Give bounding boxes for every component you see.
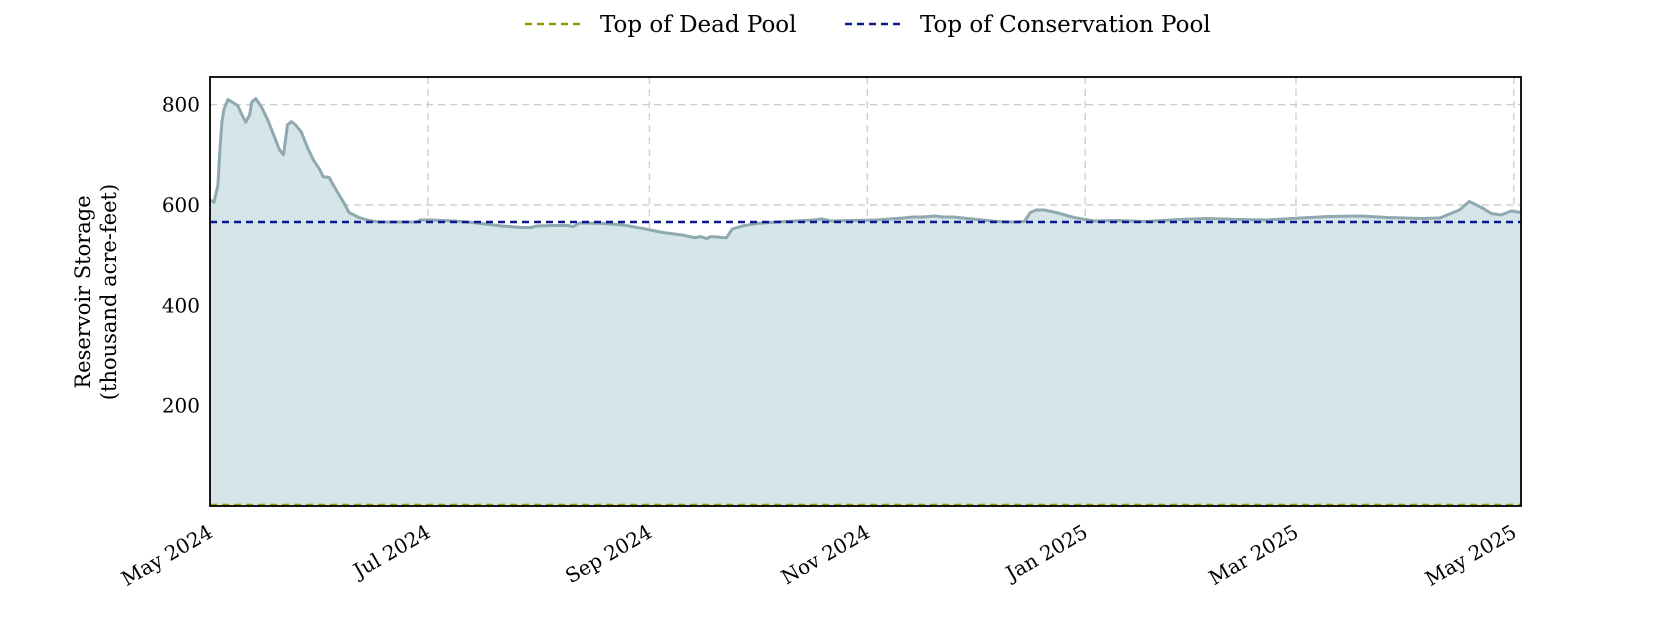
legend: Top of Dead Pool Top of Conservation Poo… <box>525 12 1211 38</box>
x-tick-label: Sep 2024 <box>561 520 656 589</box>
plot-frame <box>209 76 1522 507</box>
x-tick-label: Mar 2025 <box>1205 520 1303 590</box>
y-axis-title-line: Reservoir Storage <box>71 195 95 388</box>
y-tick-label: 800 <box>162 93 200 117</box>
x-tick-label: Nov 2024 <box>777 520 874 590</box>
y-axis-title: Reservoir Storage(thousand acre-feet) <box>71 184 121 400</box>
plot-area <box>209 76 1522 507</box>
y-axis-title-line: (thousand acre-feet) <box>97 184 121 400</box>
storage-line <box>209 97 1522 241</box>
y-tick-label: 600 <box>162 193 200 217</box>
y-tick-label: 200 <box>162 394 200 418</box>
x-axis-ticks: May 2024 Jul 2024 Sep 2024 Nov 2024 Jan 2025… <box>117 520 1520 591</box>
x-tick-label: Jul 2024 <box>347 520 434 584</box>
storage-area-fill <box>210 98 1521 506</box>
x-tick-label: May 2025 <box>1421 520 1520 591</box>
legend-dead-pool-label: Top of Dead Pool <box>600 12 797 38</box>
y-axis-ticks: 200 400 600 800 <box>162 93 200 418</box>
legend-conservation-pool-label: Top of Conservation Pool <box>920 12 1211 38</box>
x-tick-label: May 2024 <box>117 520 216 591</box>
y-tick-label: 400 <box>162 293 200 317</box>
x-tick-label: Jan 2025 <box>1000 520 1092 587</box>
